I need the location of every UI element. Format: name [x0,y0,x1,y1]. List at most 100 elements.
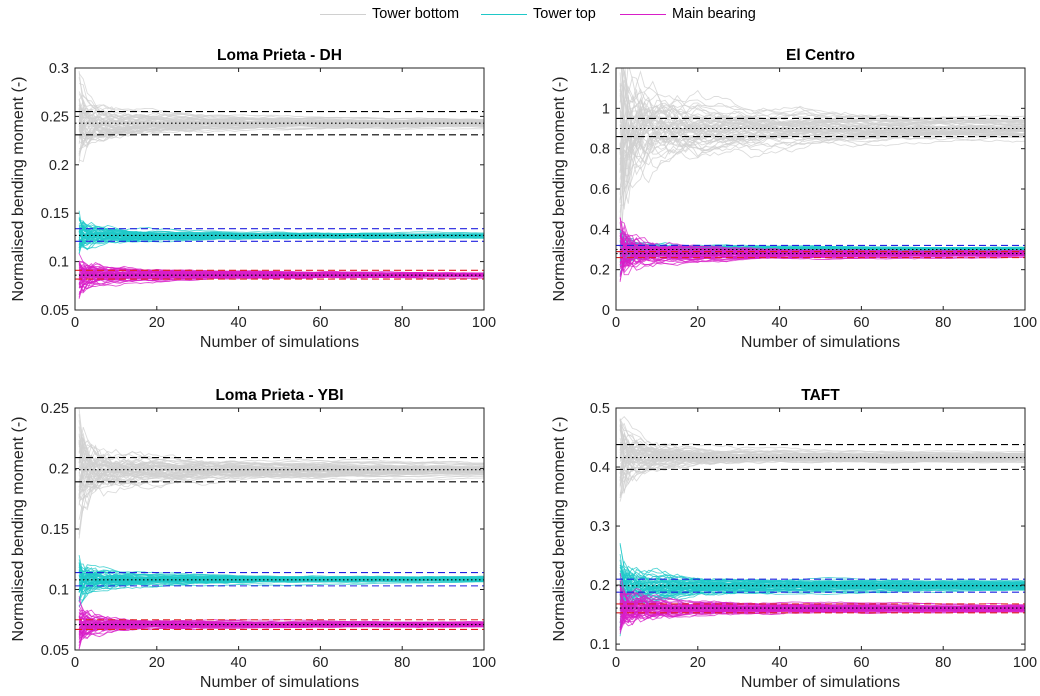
chart-title: Loma Prieta - DH [217,47,342,64]
axes-box [74,67,485,311]
x-tick-label: 80 [935,315,951,331]
y-tick-label: 0.1 [49,583,69,599]
y-tick-label: 0.4 [590,460,610,476]
simulation-line [619,603,1025,622]
chart-title: El Centro [786,47,855,64]
y-tick-label: 0.25 [41,401,69,417]
simulation-line [78,105,484,132]
y-axis-label: Normalised bending moment (-) [10,417,27,642]
x-tick-label: 0 [612,655,620,671]
series-tower-bottom [78,71,484,163]
chart-panel-el-centro: 0 20 40 60 80 100 0 0.2 0.4 0.6 0.8 1 1.2 El Centro Nu… [551,47,1037,351]
simulation-line [78,107,484,130]
y-tick-label: 0.8 [590,142,610,158]
y-tick-label: 1 [602,101,610,117]
simulation-line [78,573,484,593]
simulation-line [78,408,484,490]
simulation-line [619,544,1025,589]
series-tower-bottom [78,408,484,539]
simulation-curves [619,416,1025,637]
x-tick-label: 20 [690,655,706,671]
y-tick-label: 0.15 [41,522,69,538]
axes-box [615,67,1026,311]
simulation-line [78,469,484,539]
simulation-line [78,104,484,126]
simulation-line [78,439,484,487]
x-axis-label: Number of simulations [200,674,359,691]
simulation-line [78,109,484,137]
simulation-line [78,271,484,285]
simulation-line [619,128,1025,256]
axes-box [615,407,1026,651]
y-tick-label: 0.05 [41,303,69,319]
plot-area: 0 20 40 60 80 100 0.05 0.1 0.15 0.2 0.25 Loma Priet… [10,387,496,691]
x-tick-label: 80 [935,655,951,671]
series-main-bearing [78,253,484,299]
x-tick-label: 20 [149,315,165,331]
chart-legend: Tower bottom Tower top Main bearing [0,0,1040,34]
simulation-line [78,620,484,629]
x-tick-label: 40 [231,315,247,331]
x-tick-label: 40 [772,315,788,331]
y-tick-label: 0.25 [41,109,69,125]
legend-swatch-main-bearing [620,13,666,15]
simulation-line [78,615,484,629]
y-tick-label: 0.3 [49,61,69,77]
simulation-curves [78,408,484,650]
simulation-line [624,68,1025,150]
simulation-line [619,96,1025,148]
x-tick-label: 80 [394,655,410,671]
simulation-line [619,231,1025,258]
simulation-line [619,543,1025,586]
x-tick-label: 100 [1013,315,1037,331]
legend-item-main-bearing: Main bearing [620,6,756,22]
y-tick-label: 0.6 [590,182,610,198]
legend-label-tower-top: Tower top [533,6,596,22]
simulation-line [78,226,484,237]
simulation-line [619,88,1025,176]
y-tick-label: 1.2 [590,61,610,77]
series-tower-top [619,543,1025,637]
simulation-line [619,427,1025,458]
simulation-curves [78,71,484,299]
series-tower-top [78,555,484,608]
y-tick-label: 0.15 [41,206,69,222]
series-tower-bottom [619,416,1025,502]
simulation-line [619,450,1025,502]
legend-label-tower-bottom: Tower bottom [372,6,460,22]
x-axis-label: Number of simulations [200,334,359,351]
simulation-line [78,266,484,278]
simulation-line [619,236,1025,261]
x-tick-label: 100 [1013,655,1037,671]
simulation-line [620,130,1025,206]
x-tick-label: 60 [312,315,328,331]
x-tick-label: 100 [472,315,496,331]
series-tower-bottom [619,68,1025,260]
chart-title: TAFT [801,387,840,404]
y-axis-label: Normalised bending moment (-) [551,417,568,642]
series-main-bearing [78,596,484,650]
x-axis-label: Number of simulations [741,334,900,351]
chart-title: Loma Prieta - YBI [215,387,343,404]
legend-swatch-tower-bottom [320,13,366,15]
chart-panel-loma-prieta-dh: 0 20 40 60 80 100 0.05 0.1 0.15 0.2 0.25 0.3 Loma Pr… [10,47,496,351]
simulation-line [619,120,1025,260]
legend-swatch-tower-top [481,13,527,15]
legend-item-tower-bottom: Tower bottom [320,6,459,22]
chart-panel-loma-prieta-ybi: 0 20 40 60 80 100 0.05 0.1 0.15 0.2 0.25 Loma Priet… [10,387,496,691]
simulation-line [78,460,484,494]
x-tick-label: 40 [772,655,788,671]
simulation-line [619,599,1025,620]
simulation-line [619,125,1025,166]
y-tick-label: 0.1 [49,255,69,271]
y-axis-label: Normalised bending moment (-) [10,77,27,302]
plot-area: 0 20 40 60 80 100 0.05 0.1 0.15 0.2 0.25 0.3 Loma Pr… [10,47,496,351]
plot-area: 0 20 40 60 80 100 0.1 0.2 0.3 0.4 0.5 TAFT Number of… [551,387,1037,691]
axes-box [74,407,485,651]
simulation-line [78,562,484,583]
y-tick-label: 0.5 [590,401,610,417]
x-tick-label: 20 [690,315,706,331]
y-tick-label: 0.2 [590,578,610,594]
x-tick-label: 60 [853,655,869,671]
x-tick-label: 100 [472,655,496,671]
